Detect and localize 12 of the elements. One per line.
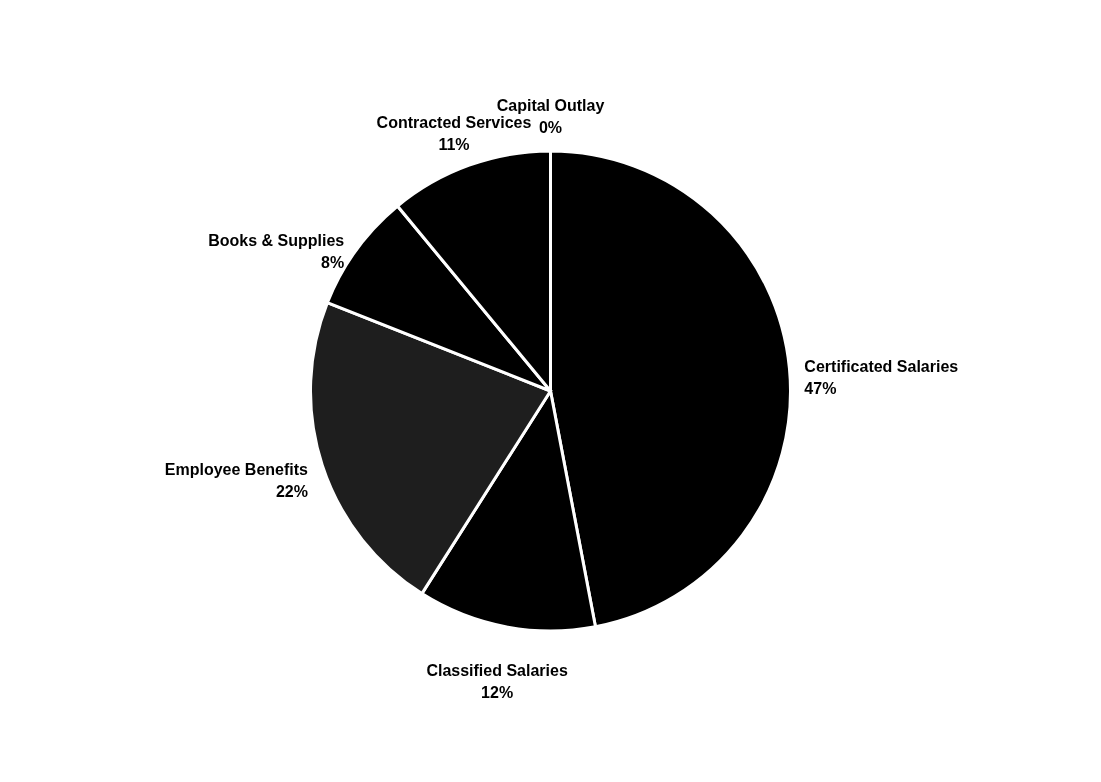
data-label: 11% xyxy=(438,135,470,153)
slice-label: Classified Salaries xyxy=(426,661,568,679)
slice-label: Certificated Salaries xyxy=(804,358,959,375)
slice-label: Contracted Services xyxy=(376,113,532,131)
data-label: 22% xyxy=(275,482,308,500)
data-label: 47% xyxy=(804,380,837,397)
slice-label: Books & Supplies xyxy=(208,232,345,250)
data-label: 8% xyxy=(321,254,345,272)
text: 0% xyxy=(538,119,563,136)
slice-label: Employee Benefits xyxy=(164,460,309,478)
category-label: Capital Outlay xyxy=(496,97,605,114)
data-label: 12% xyxy=(481,683,514,701)
